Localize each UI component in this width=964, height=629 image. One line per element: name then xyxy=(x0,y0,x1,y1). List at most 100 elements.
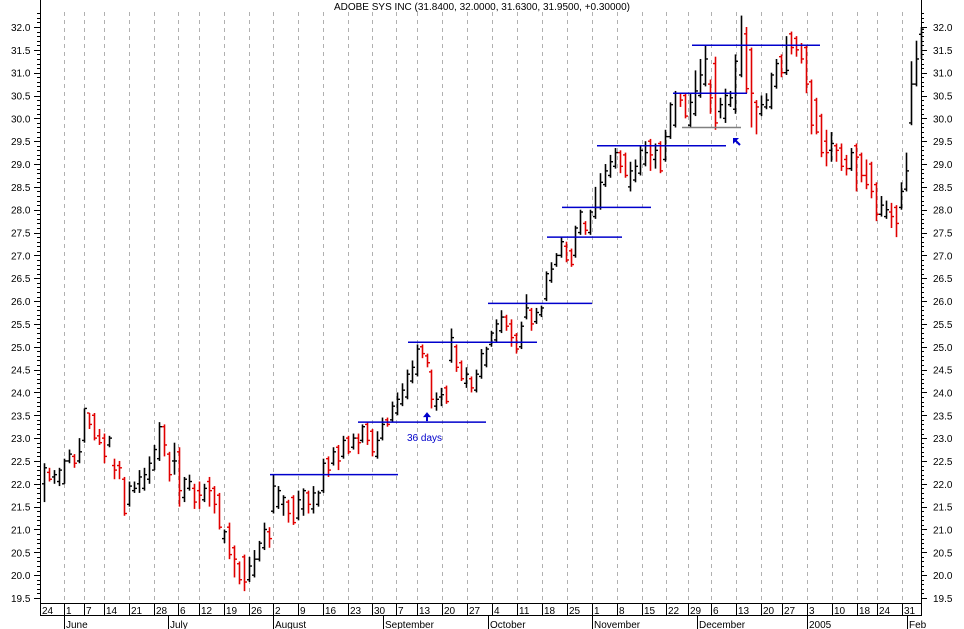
date-tick-label: 6 xyxy=(713,606,719,617)
price-tick-label: 32.0 xyxy=(11,23,31,34)
price-tick-label: 21.0 xyxy=(11,525,31,536)
ohlc-bar xyxy=(578,209,583,235)
ohlc-bar xyxy=(301,488,306,516)
date-tick-label: 20 xyxy=(444,606,456,617)
date-tick-label: 19 xyxy=(226,606,238,617)
ohlc-bar xyxy=(593,186,598,219)
ohlc-bar xyxy=(296,490,301,521)
date-tick-label: 10 xyxy=(834,606,846,617)
month-label: 2005 xyxy=(809,620,832,629)
price-tick-label: 24.5 xyxy=(933,366,953,377)
ohlc-bar xyxy=(804,45,809,94)
month-label: October xyxy=(490,620,526,629)
ohlc-bar xyxy=(583,221,588,235)
ohlc-bar xyxy=(107,435,112,448)
ohlc-bar xyxy=(72,454,77,468)
price-tick-label: 22.0 xyxy=(11,480,31,491)
ohlc-bar xyxy=(92,412,97,441)
ohlc-bar xyxy=(356,433,361,455)
axes: 19.5 20.0 20.5 21.0 21.5 22.0 22.5 23.0 23.5 24.0… xyxy=(11,0,953,629)
date-tick-label: 25 xyxy=(569,606,581,617)
date-tick-label: 29 xyxy=(690,606,702,617)
ohlc-bar xyxy=(122,476,127,516)
ohlc-bar xyxy=(794,36,799,57)
price-tick-label: 26.0 xyxy=(11,297,31,308)
ohlc-bar xyxy=(733,54,738,114)
price-tick-label: 23.0 xyxy=(933,434,953,445)
ohlc-bar xyxy=(879,196,884,217)
ohlc-bar xyxy=(434,392,439,411)
price-tick-label: 24.0 xyxy=(11,388,31,399)
ohlc-bar xyxy=(759,95,764,117)
date-tick-label: 7 xyxy=(86,606,92,617)
ohlc-bar xyxy=(834,143,839,162)
ohlc-bar xyxy=(351,433,356,450)
price-tick-label: 29.0 xyxy=(933,160,953,171)
ohlc-bar xyxy=(97,428,102,445)
ohlc-bar xyxy=(375,431,380,459)
price-tick-label: 30.0 xyxy=(933,114,953,125)
ohlc-bar xyxy=(779,54,784,78)
ohlc-bar xyxy=(683,93,688,119)
price-tick-label: 28.5 xyxy=(933,183,953,194)
ohlc-bar xyxy=(884,200,889,219)
ohlc-bar xyxy=(346,435,351,455)
ohlc-bar xyxy=(341,435,346,459)
ohlc-bar xyxy=(618,150,623,174)
month-label: June xyxy=(66,620,88,629)
price-tick-label: 30.5 xyxy=(933,92,953,103)
ohlc-bar xyxy=(152,444,157,471)
date-tick-label: 18 xyxy=(859,606,871,617)
price-tick-label: 25.0 xyxy=(11,343,31,354)
price-tick-label: 21.5 xyxy=(933,503,953,514)
chart-title: ADOBE SYS INC (31.8400, 32.0000, 31.6300… xyxy=(333,2,631,13)
ohlc-bar xyxy=(494,319,499,343)
date-tick-label: 1 xyxy=(66,606,72,617)
price-tick-label: 20.5 xyxy=(933,548,953,559)
ohlc-bar xyxy=(177,447,182,507)
ohlc-bar xyxy=(854,143,859,192)
ohlc-bar xyxy=(809,79,814,135)
ohlc-bar xyxy=(613,148,618,169)
price-tick-label: 25.5 xyxy=(11,320,31,331)
ohlc-bar xyxy=(688,93,693,128)
ohlc-bar xyxy=(459,360,464,382)
ohlc-bar xyxy=(316,490,321,507)
ohlc-bar xyxy=(271,474,276,514)
ohlc-bar xyxy=(698,58,703,98)
ohlc-bar xyxy=(207,476,212,507)
ohlc-bar xyxy=(814,97,819,135)
ohlc-bar xyxy=(62,458,67,485)
month-label: July xyxy=(170,620,188,629)
ohlc-bar xyxy=(252,550,257,578)
ohlc-bar xyxy=(658,141,663,174)
price-tick-label: 23.5 xyxy=(11,411,31,422)
date-tick-label: 1 xyxy=(594,606,600,617)
price-tick-label: 20.0 xyxy=(11,571,31,582)
ohlc-bar xyxy=(370,428,375,457)
price-tick-label: 26.5 xyxy=(11,274,31,285)
ohlc-bar xyxy=(197,481,202,509)
price-tick-label: 26.0 xyxy=(933,297,953,308)
price-tick-label: 20.5 xyxy=(11,548,31,559)
ohlc-bar xyxy=(573,225,578,258)
ohlc-bar xyxy=(162,424,167,457)
ohlc-bar xyxy=(474,369,479,393)
ohlc-bar xyxy=(102,433,107,464)
ohlc-bar xyxy=(864,159,869,190)
ohlc-bar xyxy=(444,385,449,404)
ohlc-bar xyxy=(395,392,400,416)
ohlc-bar xyxy=(326,456,331,477)
date-tick-label: 24 xyxy=(879,606,891,617)
price-tick-label: 24.5 xyxy=(11,366,31,377)
ohlc-bar xyxy=(899,182,904,210)
ohlc-bar xyxy=(504,314,509,331)
ohlc-bar xyxy=(127,481,132,507)
ohlc-bar xyxy=(82,407,87,443)
ohlc-bar xyxy=(524,294,529,320)
month-label: August xyxy=(275,620,306,629)
date-tick-label: 11 xyxy=(519,606,530,617)
price-tick-label: 20.0 xyxy=(933,571,953,582)
ohlc-bar xyxy=(718,97,723,119)
